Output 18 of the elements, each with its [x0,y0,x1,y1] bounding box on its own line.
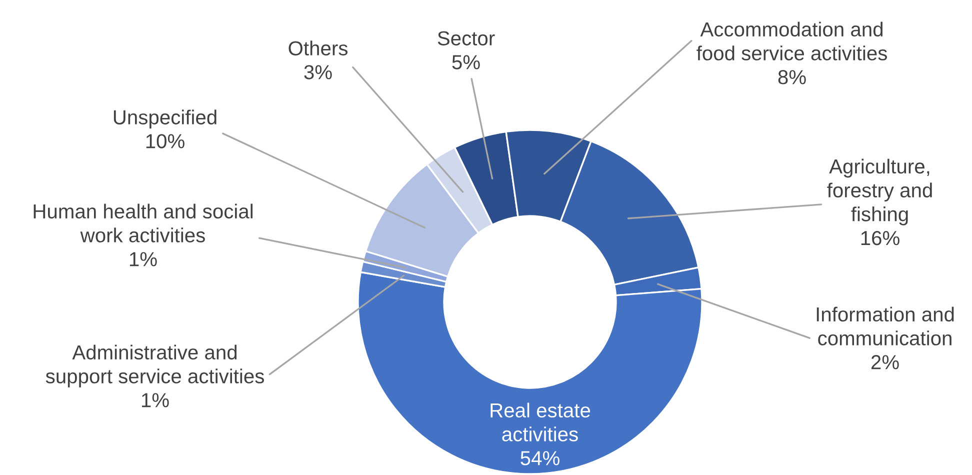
data-label: 1% [142,393,169,408]
data-label: 3% [304,65,332,80]
slice-label: Human health and social work activities [34,204,252,242]
slice-label: Information and communication [816,306,954,346]
slice-label: Unspecified [114,110,216,128]
data-label: 10% [146,134,184,148]
data-label: 16% [861,230,900,246]
slice-label: Real estate activities [490,402,590,442]
slice-label: Agriculture, forestry and fishing [827,158,932,226]
data-label: 2% [871,355,899,370]
data-label: 54% [520,451,560,466]
slice-label: Administrative and support service activities [46,344,264,388]
slice-label: Sector [438,31,495,46]
data-label: 5% [452,55,480,70]
slice-label: Others [288,40,348,56]
slice-label: Accommodation and food service activities [696,22,887,60]
data-label: 1% [130,252,157,266]
data-label: 8% [778,70,806,84]
